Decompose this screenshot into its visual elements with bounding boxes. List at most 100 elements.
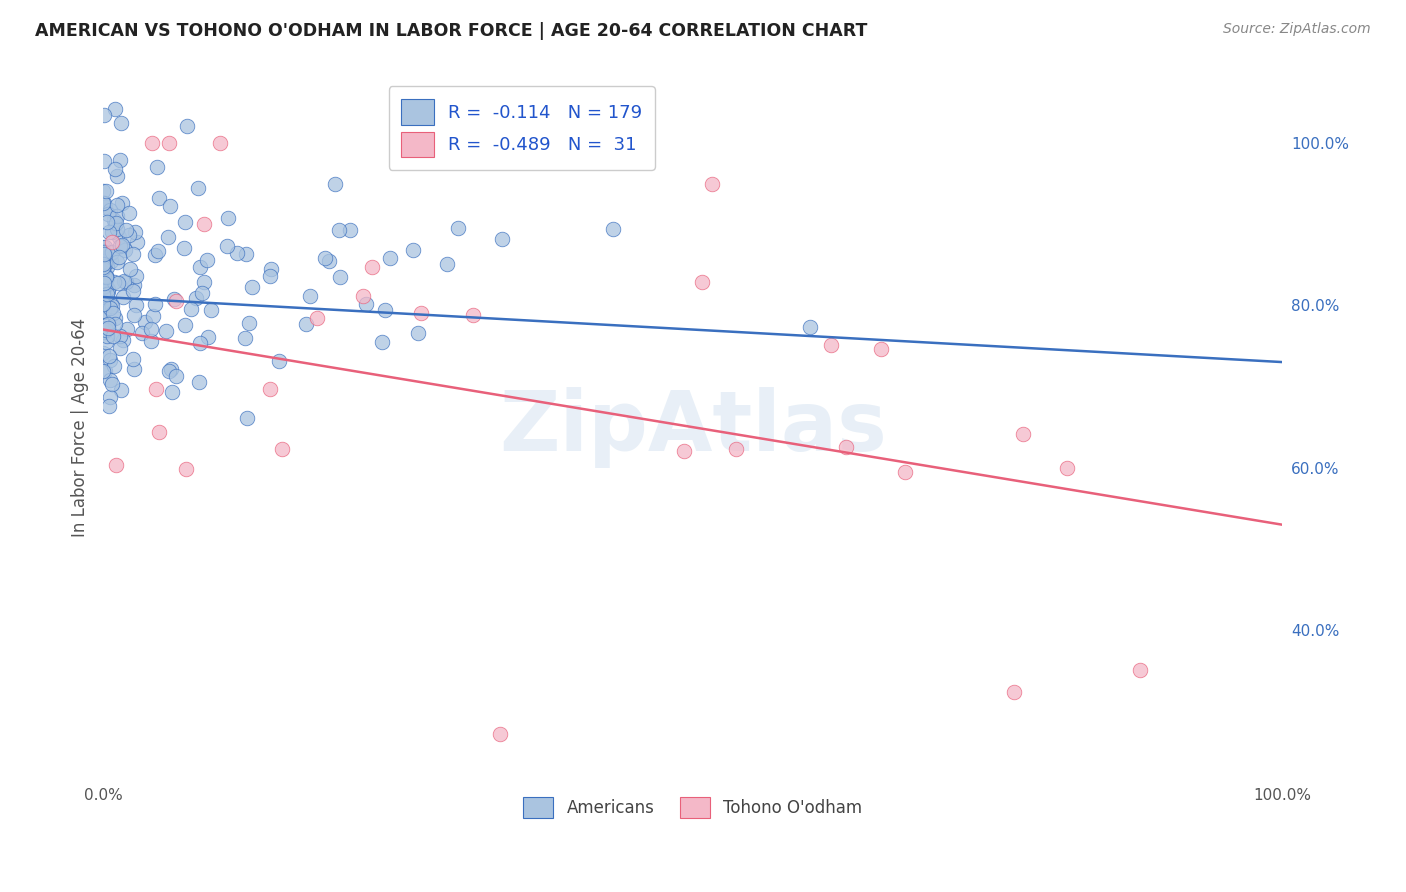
Point [98,353,121,368]
Point [125,298,148,312]
Point [103,212,125,227]
Point [145,160,167,174]
Point [174,215,197,229]
Point [269,354,291,368]
Point [104,102,127,116]
Point [187,181,209,195]
Point [180,301,202,316]
Point [125,268,148,283]
Point [91,279,114,293]
Point [101,377,124,392]
Point [209,136,232,150]
Point [148,425,170,439]
Point [1129,663,1152,677]
Point [96,260,118,275]
Point [118,206,141,220]
Point [94,247,117,261]
Point [157,364,180,378]
Point [96,287,118,301]
Point [122,277,145,292]
Point [835,440,858,454]
Point [105,222,128,236]
Point [93,275,115,289]
Point [93,269,115,284]
Point [93,287,115,301]
Point [98,301,121,315]
Point [134,315,156,329]
Point [799,320,821,334]
Point [240,280,263,294]
Point [112,273,135,287]
Point [100,296,122,310]
Point [165,294,187,309]
Point [146,244,169,258]
Point [98,349,121,363]
Point [105,458,128,473]
Point [108,342,131,356]
Point [294,317,316,331]
Point [323,177,346,191]
Point [122,308,145,322]
Point [110,116,132,130]
Point [91,261,114,276]
Point [725,442,748,456]
Point [93,279,115,293]
Point [165,368,187,383]
Point [93,108,115,122]
Point [159,136,181,150]
Point [176,120,198,134]
Point [93,196,115,211]
Point [91,260,114,274]
Point [91,195,114,210]
Point [111,333,134,347]
Point [894,465,917,479]
Point [314,252,336,266]
Point [93,305,115,319]
Point [139,322,162,336]
Text: ZipAtlas: ZipAtlas [499,386,887,467]
Text: AMERICAN VS TOHONO O'ODHAM IN LABOR FORCE | AGE 20-64 CORRELATION CHART: AMERICAN VS TOHONO O'ODHAM IN LABOR FORC… [35,22,868,40]
Point [94,323,117,337]
Point [122,351,145,366]
Point [100,246,122,260]
Point [105,255,128,269]
Point [145,382,167,396]
Point [108,239,131,253]
Point [378,252,401,266]
Point [94,184,117,198]
Point [91,277,114,292]
Point [107,277,129,291]
Text: Source: ZipAtlas.com: Source: ZipAtlas.com [1223,22,1371,37]
Point [110,153,132,168]
Point [110,328,132,343]
Point [120,261,142,276]
Point [489,727,512,741]
Point [298,288,321,302]
Point [1011,427,1033,442]
Point [93,247,115,261]
Point [197,253,219,268]
Point [260,261,283,276]
Point [339,223,361,237]
Point [155,324,177,338]
Point [148,191,170,205]
Point [187,375,209,389]
Point [491,232,513,246]
Point [190,335,212,350]
Point [94,277,117,292]
Point [411,306,433,320]
Point [259,268,281,283]
Point [115,223,138,237]
Point [98,203,121,218]
Point [100,225,122,239]
Point [870,342,893,356]
Point [436,257,458,271]
Point [328,269,350,284]
Point [101,329,124,343]
Point [97,225,120,239]
Point [124,225,146,239]
Point [93,285,115,299]
Point [91,364,114,378]
Point [1056,461,1078,475]
Point [217,239,239,253]
